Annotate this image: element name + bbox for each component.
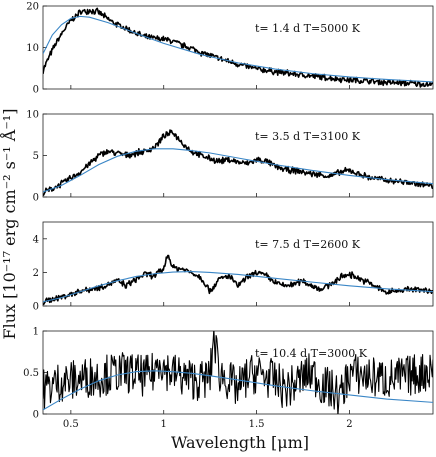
spectrum-line bbox=[43, 7, 433, 88]
chart-panel-2: 0 5 10 t= 3.5 d T=3100 K bbox=[26, 110, 434, 204]
y-axis-label: Flux [10⁻¹⁷ erg cm⁻² s⁻¹ Å⁻¹] bbox=[0, 109, 19, 340]
chart-panel-4: 0 0.5 1 0.5 1 1.5 2 t= 10.4 d T=3000 K bbox=[23, 327, 434, 430]
panel-annotation: t= 7.5 d T=2600 K bbox=[255, 238, 361, 251]
y-tick-label: 1 bbox=[33, 327, 39, 338]
panel-annotation: t= 1.4 d T=5000 K bbox=[255, 22, 361, 35]
y-tick-label: 2 bbox=[33, 268, 39, 279]
chart-panel-3: 0 2 4 t= 7.5 d T=2600 K bbox=[33, 221, 434, 313]
blackbody-fit-line bbox=[43, 15, 433, 83]
x-axis-label: Wavelength [μm] bbox=[171, 433, 309, 452]
blackbody-fit-line bbox=[43, 148, 433, 193]
x-tick-label: 1 bbox=[161, 419, 167, 430]
x-tick-label: 2 bbox=[346, 419, 352, 430]
spectrum-line bbox=[43, 331, 433, 414]
panel-frame bbox=[42, 113, 434, 198]
y-tick-label: 0 bbox=[33, 302, 39, 313]
y-tick-label: 0 bbox=[33, 85, 39, 96]
chart-panel-1: 0 10 20 t= 1.4 d T=5000 K bbox=[26, 2, 434, 96]
y-tick-label: 10 bbox=[26, 43, 39, 54]
y-tick-label: 5 bbox=[33, 151, 39, 162]
y-tick-label: 10 bbox=[26, 110, 39, 121]
y-tick-label: 0.5 bbox=[23, 368, 39, 379]
panel-frame bbox=[42, 221, 434, 307]
spectrum-line bbox=[43, 254, 433, 306]
panel-frame bbox=[42, 5, 434, 90]
blackbody-fit-line bbox=[43, 370, 433, 411]
y-tick-label: 4 bbox=[33, 234, 39, 245]
y-tick-label: 0 bbox=[33, 410, 39, 421]
x-tick-label: 1.5 bbox=[249, 419, 265, 430]
panel-annotation: t= 10.4 d T=3000 K bbox=[255, 347, 368, 360]
y-tick-label: 20 bbox=[26, 2, 39, 13]
panel-annotation: t= 3.5 d T=3100 K bbox=[255, 130, 361, 143]
blackbody-fit-line bbox=[43, 271, 433, 303]
y-tick-label: 0 bbox=[33, 193, 39, 204]
x-tick-label: 0.5 bbox=[63, 419, 79, 430]
